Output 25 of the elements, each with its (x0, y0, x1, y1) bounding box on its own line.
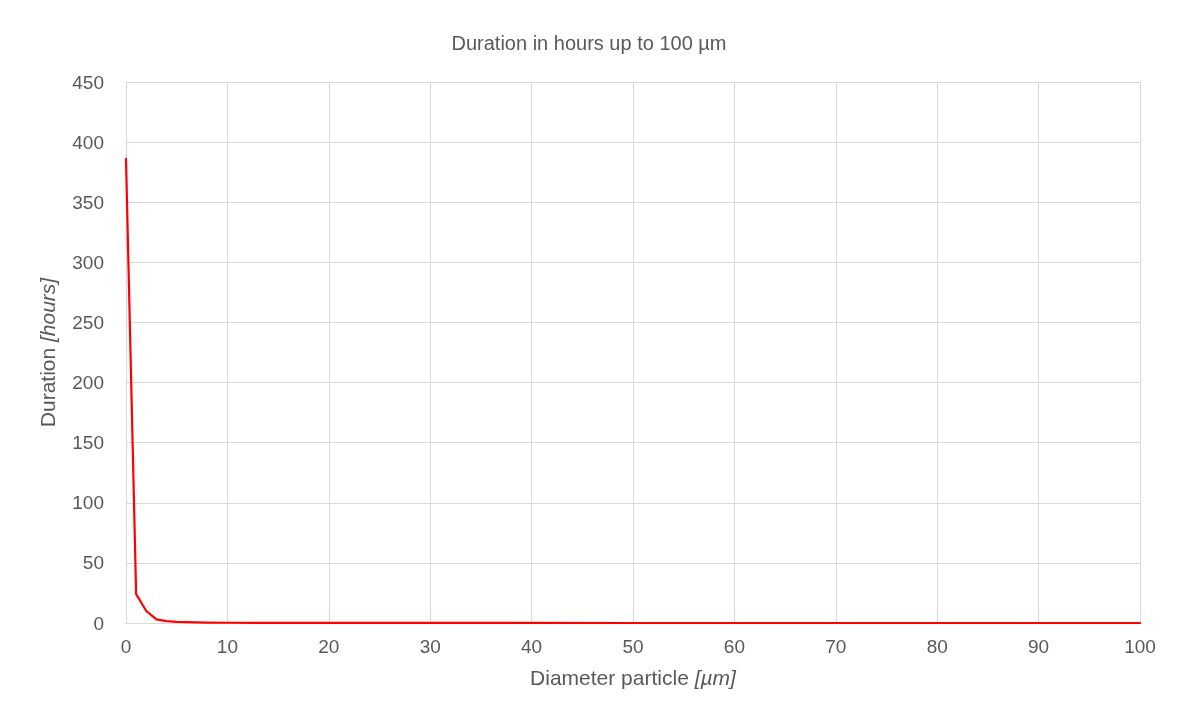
x-tick-label: 70 (825, 636, 847, 657)
x-tick-label: 40 (521, 636, 543, 657)
x-tick-label: 0 (120, 636, 132, 657)
x-tick-label: 30 (419, 636, 441, 657)
x-tick-label: 50 (622, 636, 644, 657)
x-tick-label: 10 (216, 636, 238, 657)
y-tick-label: 100 (72, 492, 104, 514)
y-tick-label: 200 (72, 372, 104, 394)
x-tick-label: 90 (1028, 636, 1050, 657)
y-axis-title: Duration [hours] (36, 276, 59, 428)
line-series (124, 157, 1142, 625)
x-tick-label: 60 (723, 636, 745, 657)
x-axis-title: Diameter particle [µm] (530, 666, 738, 689)
y-tick-label: 250 (72, 311, 104, 333)
chart-title: Duration in hours up to 100 µm (451, 32, 727, 54)
y-tick-label: 350 (72, 191, 104, 213)
x-tick-label: 80 (926, 636, 948, 657)
y-tick-label: 50 (82, 552, 104, 574)
y-tick-label: 400 (72, 131, 104, 153)
y-tick-label: 450 (72, 71, 104, 93)
y-tick-label: 300 (72, 251, 104, 273)
x-tick-label: 20 (318, 636, 340, 657)
x-tick-label: 100 (1124, 636, 1156, 657)
y-tick-label: 150 (72, 432, 104, 454)
y-tick-label: 0 (93, 612, 104, 634)
